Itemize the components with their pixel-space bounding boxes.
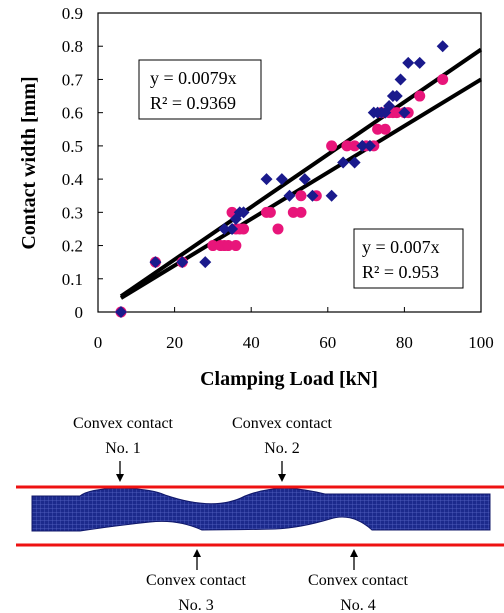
x-axis-ticks: 0 20 40 60 80 100	[94, 307, 494, 352]
y-tick-label: 0.6	[62, 104, 83, 123]
trendline-1	[119, 47, 483, 298]
y-tick-label: 0.2	[62, 237, 83, 256]
diamond-point	[394, 73, 407, 86]
circle-point	[287, 206, 299, 218]
contact-label-no3: Convex contact No. 3	[146, 549, 247, 613]
y-tick-label: 0.7	[62, 70, 84, 89]
contact-label-no3-line2: No. 3	[178, 597, 214, 613]
x-tick-label: 40	[243, 333, 260, 352]
circle-point	[238, 223, 250, 235]
circle-point	[414, 90, 426, 102]
contact-label-no2-line2: No. 2	[264, 440, 300, 457]
y-tick-label: 0.5	[62, 137, 83, 156]
circle-point	[437, 73, 449, 85]
y-tick-label: 0.3	[62, 203, 83, 222]
diamond-point	[218, 222, 231, 235]
arrow-up-icon	[193, 549, 201, 557]
y-tick-label: 0	[75, 303, 84, 322]
arrow-up-icon	[350, 549, 358, 557]
contact-label-no2-line1: Convex contact	[232, 415, 333, 432]
circle-point	[207, 240, 219, 252]
diamond-point	[383, 100, 396, 113]
diamond-point	[306, 189, 319, 202]
contact-label-no1: Convex contact No. 1	[73, 415, 174, 482]
contact-label-no4: Convex contact No. 4	[308, 549, 409, 613]
diamond-point	[348, 156, 361, 169]
diamond-point	[356, 139, 369, 152]
circle-point	[349, 140, 361, 152]
diamond-point	[402, 56, 415, 69]
circle-point	[230, 240, 242, 252]
x-tick-label: 0	[94, 333, 103, 352]
diamond-point	[436, 40, 449, 53]
y-tick-label: 0.4	[62, 170, 84, 189]
diamond-point	[325, 189, 338, 202]
y-axis-title: Contact width [mm]	[18, 76, 40, 249]
x-tick-label: 20	[166, 333, 183, 352]
circle-point	[372, 123, 384, 135]
data-points	[114, 40, 449, 318]
circle-point	[341, 140, 353, 152]
diamond-point	[260, 173, 273, 186]
mesh-body	[31, 487, 491, 532]
plot-frame	[97, 12, 482, 313]
diamond-point	[226, 222, 239, 235]
diamond-point	[363, 139, 376, 152]
diamond-point	[398, 106, 411, 119]
circle-point	[326, 140, 338, 152]
x-axis-title: Clamping Load [kN]	[200, 368, 378, 390]
contact-label-no3-line1: Convex contact	[146, 572, 247, 589]
circle-point	[222, 240, 234, 252]
equation-box-upper: y = 0.0079x R² = 0.9369	[138, 59, 262, 120]
y-tick-label: 0.8	[62, 37, 83, 56]
circle-point	[264, 206, 276, 218]
diamond-point	[283, 189, 296, 202]
contact-label-no4-line2: No. 4	[340, 597, 376, 613]
circle-point	[272, 223, 284, 235]
diamond-point	[275, 173, 288, 186]
circle-point	[379, 123, 391, 135]
equation-upper-text: y = 0.0079x	[150, 68, 237, 88]
diamond-point	[149, 256, 162, 269]
contact-label-no1-line1: Convex contact	[73, 415, 174, 432]
diamond-point	[337, 156, 350, 169]
diamond-point	[199, 256, 212, 269]
contact-label-no4-line1: Convex contact	[308, 572, 409, 589]
circle-point	[295, 190, 307, 202]
diamond-point	[237, 206, 250, 219]
scatter-chart: 0 0.1 0.2 0.3 0.4 0.5 0.6 0.7 0.8 0.9 0 20 40 60 80 10…	[18, 4, 494, 390]
x-tick-label: 80	[396, 333, 413, 352]
equation-lower-text: y = 0.007x	[362, 237, 440, 257]
r2-lower-text: R² = 0.953	[362, 262, 439, 282]
x-tick-label: 60	[319, 333, 336, 352]
contact-illustration: Convex contact No. 1 Convex contact No. …	[16, 415, 504, 613]
x-tick-label: 100	[468, 333, 494, 352]
arrow-down-icon	[278, 474, 286, 482]
diamond-point	[114, 306, 127, 318]
contact-label-no2: Convex contact No. 2	[232, 415, 333, 482]
circle-point	[391, 107, 403, 119]
y-axis-ticks: 0 0.1 0.2 0.3 0.4 0.5 0.6 0.7 0.8 0.9	[62, 4, 103, 322]
contact-label-no1-line2: No. 1	[105, 440, 141, 457]
y-tick-label: 0.9	[62, 4, 83, 23]
diamond-point	[413, 56, 426, 69]
arrow-down-icon	[116, 474, 124, 482]
y-tick-label: 0.1	[62, 270, 83, 289]
r2-upper-text: R² = 0.9369	[150, 93, 236, 113]
equation-box-lower: y = 0.007x R² = 0.953	[353, 228, 464, 289]
diamond-point	[298, 173, 311, 186]
diamond-point	[176, 256, 189, 269]
circle-point	[295, 206, 307, 218]
diamond-point	[390, 90, 403, 103]
